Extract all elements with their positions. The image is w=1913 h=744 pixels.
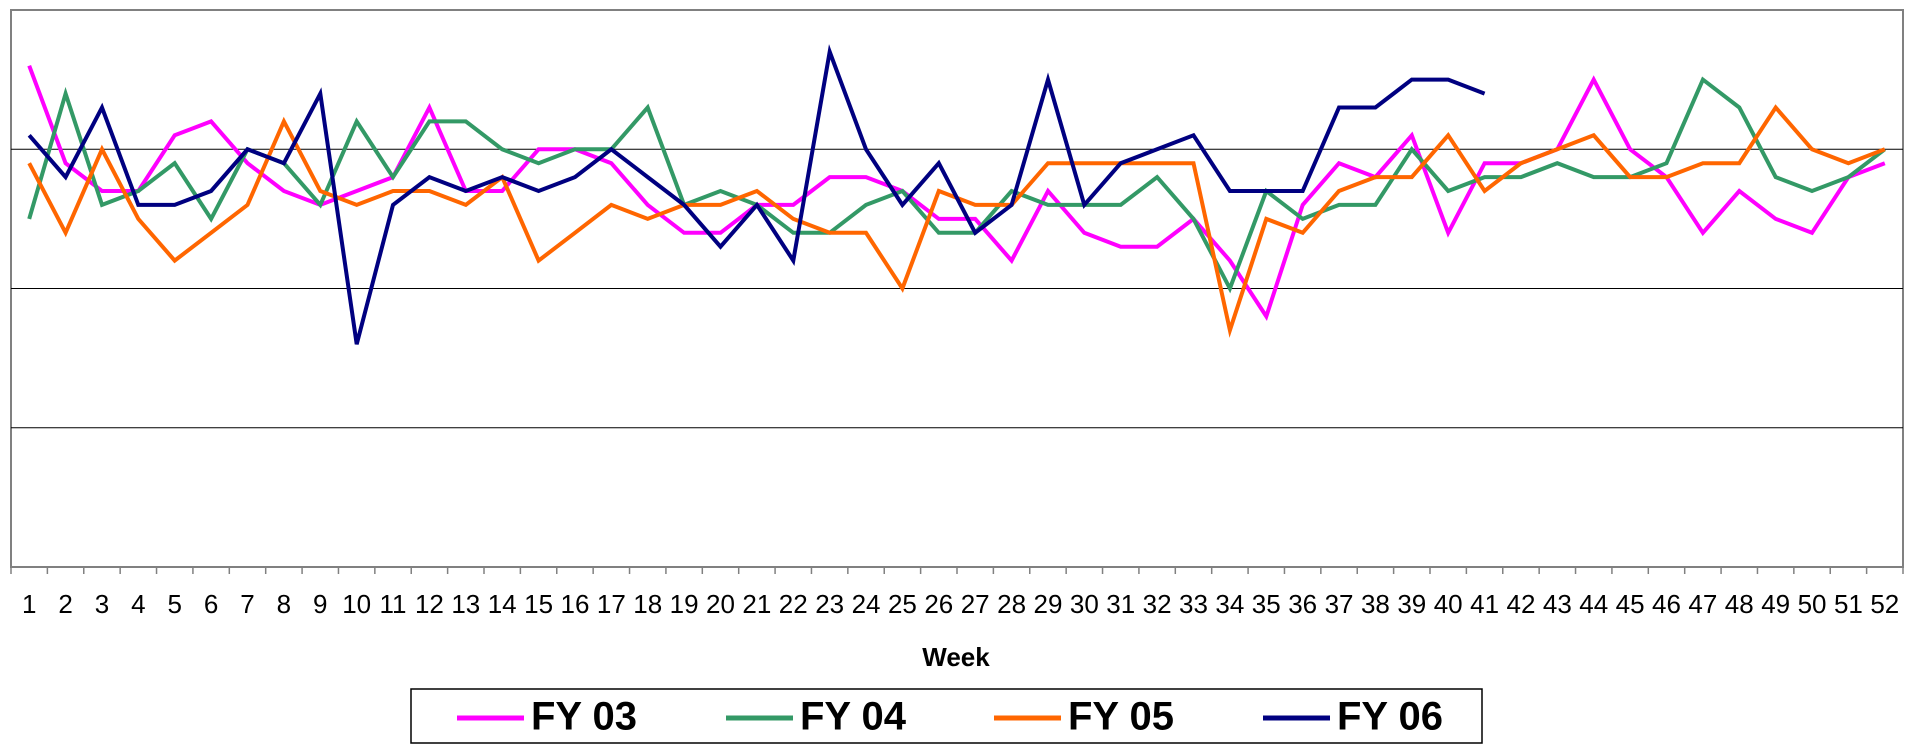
x-tick-label: 49 (1761, 589, 1790, 619)
x-axis-title: Week (922, 642, 990, 672)
x-tick-label: 41 (1470, 589, 1499, 619)
x-tick-label: 51 (1834, 589, 1863, 619)
x-tick-label: 23 (815, 589, 844, 619)
x-tick-label: 5 (167, 589, 181, 619)
x-tick-label: 29 (1034, 589, 1063, 619)
x-tick-label: 11 (380, 589, 407, 619)
x-tick-label: 21 (742, 589, 771, 619)
x-tick-label: 25 (888, 589, 917, 619)
x-tick-label: 52 (1870, 589, 1899, 619)
x-tick-label: 9 (313, 589, 327, 619)
x-tick-label: 42 (1507, 589, 1536, 619)
x-tick-label: 10 (342, 589, 371, 619)
x-tick-label: 1 (22, 589, 36, 619)
x-tick-label: 8 (277, 589, 291, 619)
x-tick-label: 34 (1215, 589, 1244, 619)
x-tick-label: 22 (779, 589, 808, 619)
x-tick-label: 12 (415, 589, 444, 619)
x-tick-label: 31 (1106, 589, 1135, 619)
x-tick-label: 16 (561, 589, 590, 619)
x-tick-label: 20 (706, 589, 735, 619)
x-tick-label: 4 (131, 589, 145, 619)
x-tick-label: 44 (1579, 589, 1608, 619)
x-tick-label: 13 (451, 589, 480, 619)
x-tick-label: 36 (1288, 589, 1317, 619)
x-tick-label: 43 (1543, 589, 1572, 619)
x-tick-label: 17 (597, 589, 626, 619)
x-tick-label: 47 (1688, 589, 1717, 619)
x-tick-label: 27 (961, 589, 990, 619)
x-tick-label: 26 (924, 589, 953, 619)
x-tick-label: 24 (852, 589, 881, 619)
x-tick-label: 37 (1325, 589, 1354, 619)
x-tick-label: 46 (1652, 589, 1681, 619)
legend-label: FY 04 (800, 695, 907, 739)
x-tick-label: 40 (1434, 589, 1463, 619)
x-tick-label: 38 (1361, 589, 1390, 619)
legend-label: FY 06 (1337, 695, 1443, 739)
x-tick-label: 2 (58, 589, 72, 619)
x-tick-label: 28 (997, 589, 1026, 619)
x-tick-label: 6 (204, 589, 218, 619)
x-tick-label: 30 (1070, 589, 1099, 619)
x-tick-label: 14 (488, 589, 517, 619)
x-tick-label: 3 (95, 589, 109, 619)
x-tick-label: 32 (1143, 589, 1172, 619)
legend-label: FY 03 (531, 695, 637, 739)
legend-label: FY 05 (1068, 695, 1174, 739)
x-tick-label: 7 (240, 589, 254, 619)
x-tick-label: 15 (524, 589, 553, 619)
series-line (27, 44, 1486, 345)
series-line (27, 76, 1887, 294)
x-tick-label: 35 (1252, 589, 1281, 619)
x-tick-label: 33 (1179, 589, 1208, 619)
x-tick-label: 19 (670, 589, 699, 619)
x-tick-label: 45 (1616, 589, 1645, 619)
x-tick-label: 39 (1397, 589, 1426, 619)
x-tick-label: 18 (633, 589, 662, 619)
x-tick-label: 48 (1725, 589, 1754, 619)
x-tick-label: 50 (1798, 589, 1827, 619)
